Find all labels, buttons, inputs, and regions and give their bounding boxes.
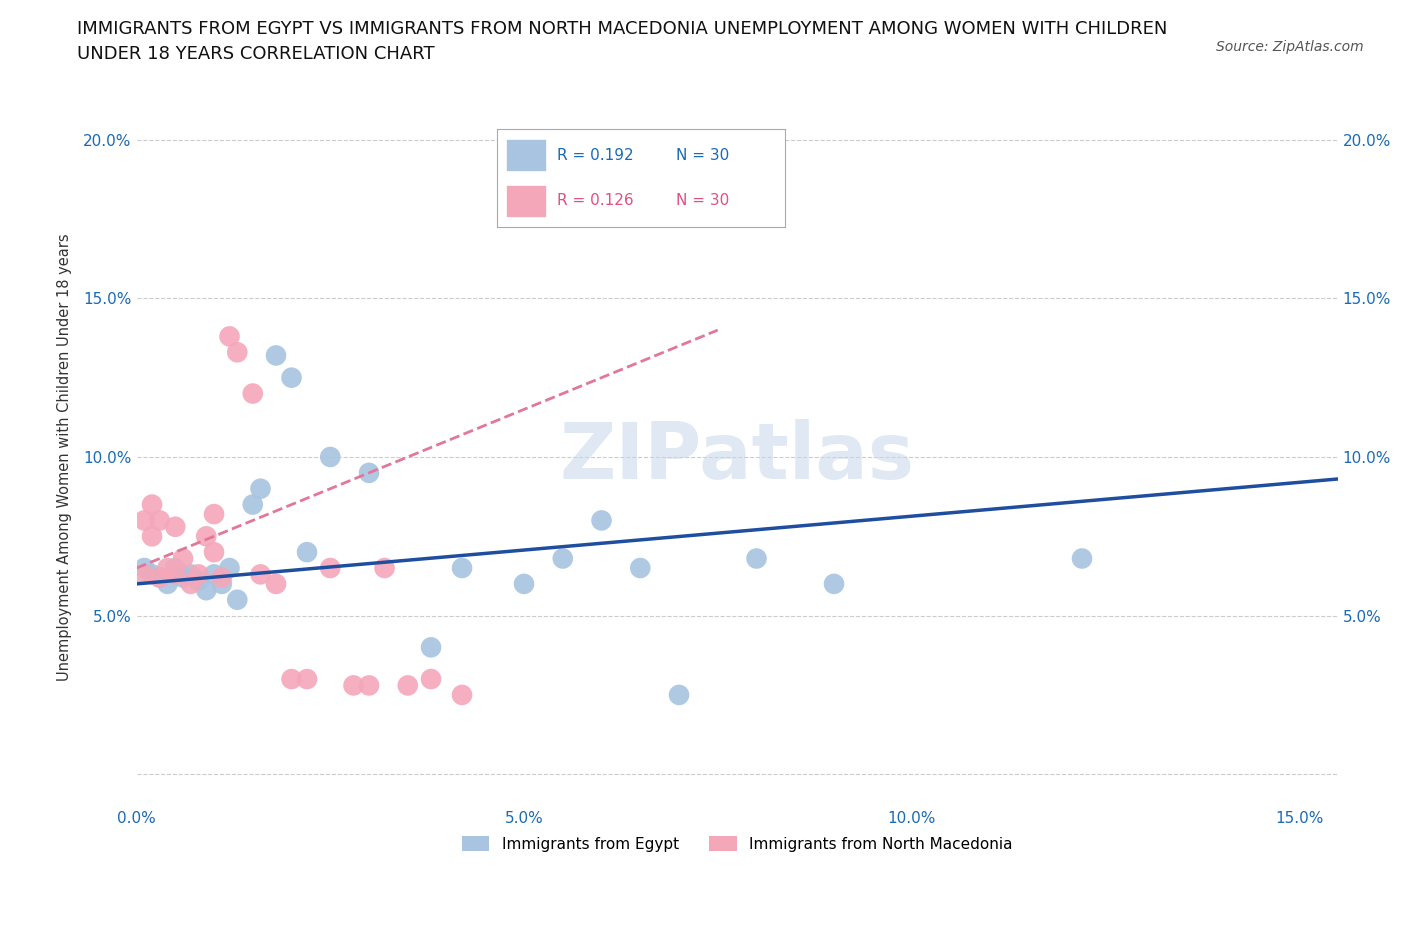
Point — [218, 561, 240, 576]
Point — [202, 507, 225, 522]
Point — [319, 449, 342, 464]
Text: Source: ZipAtlas.com: Source: ZipAtlas.com — [1216, 40, 1364, 54]
Point — [165, 519, 187, 534]
Text: UNDER 18 YEARS CORRELATION CHART: UNDER 18 YEARS CORRELATION CHART — [77, 45, 434, 62]
Point — [420, 671, 443, 686]
Point — [295, 671, 318, 686]
Point — [180, 577, 202, 591]
Point — [420, 640, 443, 655]
Point — [551, 551, 574, 566]
Point — [591, 513, 613, 528]
Point — [668, 687, 690, 702]
Point — [149, 570, 172, 585]
Point — [451, 687, 474, 702]
Point — [242, 498, 264, 512]
Point — [295, 545, 318, 560]
Point — [172, 551, 194, 566]
Point — [264, 577, 287, 591]
Point — [451, 561, 474, 576]
Point — [745, 551, 768, 566]
Point — [823, 577, 845, 591]
Point — [202, 545, 225, 560]
Point — [264, 348, 287, 363]
Point — [357, 678, 380, 693]
Point — [165, 567, 187, 582]
Point — [134, 567, 156, 582]
Point — [202, 567, 225, 582]
Point — [195, 529, 218, 544]
Point — [195, 583, 218, 598]
Point — [342, 678, 364, 693]
Point — [357, 465, 380, 480]
Legend: Immigrants from Egypt, Immigrants from North Macedonia: Immigrants from Egypt, Immigrants from N… — [456, 830, 1018, 857]
Point — [165, 561, 187, 576]
Point — [1071, 551, 1094, 566]
Point — [249, 481, 271, 496]
Point — [280, 370, 302, 385]
Point — [134, 561, 156, 576]
Y-axis label: Unemployment Among Women with Children Under 18 years: Unemployment Among Women with Children U… — [58, 233, 72, 681]
Point — [187, 573, 209, 588]
Point — [172, 570, 194, 585]
Point — [211, 577, 233, 591]
Point — [226, 592, 249, 607]
Point — [141, 567, 163, 582]
Point — [226, 345, 249, 360]
Point — [141, 498, 163, 512]
Point — [141, 529, 163, 544]
Point — [249, 567, 271, 582]
Point — [319, 561, 342, 576]
Text: IMMIGRANTS FROM EGYPT VS IMMIGRANTS FROM NORTH MACEDONIA UNEMPLOYMENT AMONG WOME: IMMIGRANTS FROM EGYPT VS IMMIGRANTS FROM… — [77, 20, 1168, 38]
Point — [280, 671, 302, 686]
Point — [134, 513, 156, 528]
Point — [396, 678, 419, 693]
Point — [373, 561, 395, 576]
Point — [242, 386, 264, 401]
Point — [156, 577, 179, 591]
Point — [149, 513, 172, 528]
Point — [156, 561, 179, 576]
Point — [149, 570, 172, 585]
Point — [187, 567, 209, 582]
Point — [218, 329, 240, 344]
Text: ZIPatlas: ZIPatlas — [560, 419, 915, 495]
Point — [628, 561, 651, 576]
Point — [513, 577, 536, 591]
Point — [211, 570, 233, 585]
Point — [180, 567, 202, 582]
